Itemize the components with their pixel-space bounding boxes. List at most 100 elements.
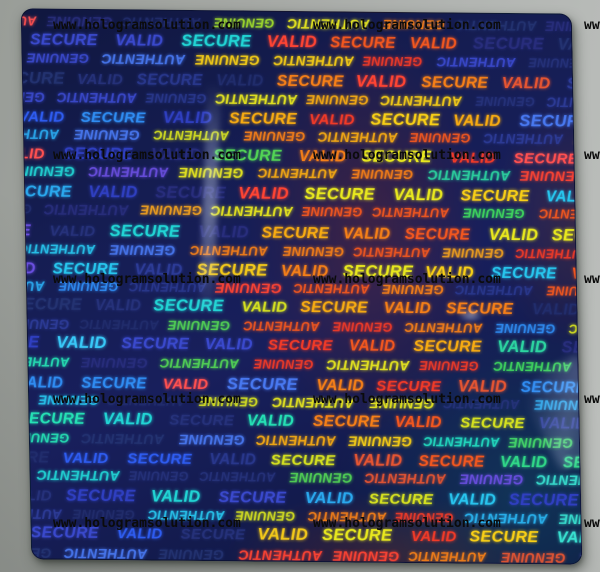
hologram-word: SECURE [181, 31, 252, 51]
hologram-word: AUTHENTIC [325, 357, 410, 375]
hologram-word: GENUINE [73, 127, 140, 144]
hologram-word: GENUINE [80, 353, 148, 371]
hologram-word: SECURE [109, 221, 181, 241]
hologram-word: GENUINE [534, 396, 583, 413]
hologram-word: GENUINE [20, 201, 33, 217]
hologram-word: SECURE [20, 410, 85, 428]
hologram-word: AUTHENTIC [255, 432, 337, 449]
hologram-word: SECURE [20, 295, 83, 315]
hologram-word: VALID [556, 528, 583, 548]
hologram-word: VALID [316, 376, 365, 395]
hologram-word: SECURE [20, 69, 65, 88]
hologram-word: GENUINE [253, 356, 314, 373]
hologram-word: VALID [383, 299, 432, 318]
hologram-word: SECURE [20, 221, 32, 240]
hologram-word: GENUINE [332, 546, 400, 564]
hologram-word: AUTHENTIC [79, 316, 160, 333]
hologram-word: SECURE [20, 448, 50, 467]
hologram-word: GENUINE [332, 318, 393, 335]
hologram-word: AUTHENTIC [43, 200, 129, 218]
hologram-word: AUTHENTIC [159, 355, 240, 372]
hologram-word: AUTHENTIC [20, 354, 70, 370]
hologram-word: AUTHENTIC [454, 282, 533, 299]
hologram-word: GENUINE [475, 93, 536, 108]
hologram-word: GENUINE [72, 507, 136, 523]
hologram-word: GENUINE [573, 131, 583, 148]
hologram-word: SECURE [299, 299, 369, 317]
hologram-word: GENUINE [419, 358, 479, 373]
hologram-word: VALID [95, 297, 142, 315]
hologram-word: AUTHENTIC [579, 550, 583, 565]
hologram-word: SECURE [276, 72, 344, 91]
hologram-word: AUTHENTIC [20, 277, 45, 294]
hologram-word: AUTHENTIC [404, 319, 483, 336]
hologram-word: VALID [238, 183, 290, 203]
hologram-word: VALID [342, 225, 391, 243]
hologram-word: AUTHENTIC [238, 546, 323, 564]
hologram-word: VALID [488, 225, 539, 244]
hologram-word: SECURE [469, 527, 539, 547]
watermark-text: www.hologramsolution.com [584, 272, 600, 287]
hologram-word: GENUINE [495, 320, 556, 337]
hologram-word: GENUINE [462, 205, 525, 222]
hologram-word: GENUINE [500, 549, 566, 565]
hologram-word: AUTHENTIC [210, 203, 294, 221]
hologram-word: AUTHENTIC [101, 51, 186, 69]
hologram-word: AUTHENTIC [242, 318, 320, 334]
hologram-word: AUTHENTIC [20, 241, 96, 257]
hologram-word: SECURE [445, 300, 514, 319]
hologram-word: SECURE [29, 31, 98, 49]
hologram-word: GENUINE [158, 546, 225, 563]
hologram-word: VALID [304, 488, 354, 508]
hologram-word: SECURE [472, 33, 545, 54]
watermark-text: www.hologramsolution.com [584, 148, 600, 163]
hologram-word: GENUINE [243, 128, 306, 145]
hologram-word: GENUINE [347, 433, 413, 450]
hologram-word: GENUINE [213, 14, 275, 31]
hologram-word: SECURE [342, 260, 414, 281]
hologram-word: AUTHENTIC [214, 90, 298, 107]
hologram-word: AUTHENTIC [106, 392, 186, 409]
hologram-word: GENUINE [198, 393, 259, 409]
hologram-word: VALID [355, 71, 407, 91]
hologram-word: AUTHENTIC [56, 89, 137, 106]
hologram-word: VALID [246, 412, 295, 430]
hologram-word: AUTHENTIC [20, 506, 63, 522]
hologram-word: VALID [56, 332, 107, 353]
hologram-word: SECURE [508, 490, 579, 510]
hologram-word: GENUINE [234, 508, 296, 525]
hologram-word: GENUINE [282, 243, 345, 260]
hologram-word: AUTHENTIC [379, 92, 463, 109]
hologram-word: GENUINE [20, 430, 70, 447]
hologram-word: AUTHENTIC [436, 54, 516, 71]
hologram-word: SECURE [20, 333, 40, 352]
hologram-word: AUTHENTIC [463, 510, 548, 528]
hologram-word: AUTHENTIC [199, 469, 276, 485]
hologram-word: AUTHENTIC [535, 472, 583, 489]
hologram-word: AUTHENTIC [36, 467, 121, 485]
hologram-word: VALID [257, 524, 309, 545]
hologram-word: VALID [204, 336, 253, 354]
hologram-word: SECURE [413, 338, 482, 357]
hologram-word: AUTHENTIC [454, 17, 537, 33]
hologram-word: AUTHENTIC [546, 93, 583, 110]
hologram-word: GENUINE [20, 88, 45, 105]
hologram-word: SECURE [218, 488, 287, 507]
hologram-word: GENUINE [558, 511, 583, 528]
hologram-word: AUTHENTIC [147, 507, 225, 524]
hologram-word: SECURE [261, 224, 330, 242]
hologram-word: AUTHENTIC [128, 279, 207, 296]
hologram-word: VALID [20, 486, 53, 505]
hologram-word: AUTHENTIC [442, 396, 520, 412]
hologram-word: VALID [49, 222, 96, 240]
hologram-word: VALID [216, 72, 264, 90]
hologram-word: AUTHENTIC [352, 244, 431, 261]
hologram-word: SECURE [65, 486, 136, 506]
hologram-word: GENUINE [351, 166, 414, 183]
hologram-word: AUTHENTIC [272, 53, 355, 69]
hologram-word: VALID [349, 337, 396, 356]
hologram-word: SECURE [153, 296, 224, 316]
hologram-word: GENUINE [362, 54, 423, 69]
hologram-word: GENUINE [46, 13, 113, 30]
hologram-word: AUTHENTIC [538, 206, 583, 223]
